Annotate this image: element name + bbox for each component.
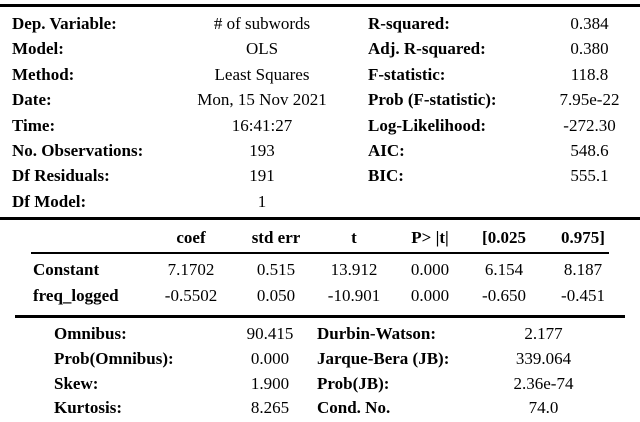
summary-label: Adj. R-squared: [368, 39, 486, 59]
summary-value: Mon, 15 Nov 2021 [197, 90, 327, 110]
summary-label: No. Observations: [12, 141, 144, 161]
summary-value: 193 [249, 141, 275, 161]
coef-row-name: freq_logged [33, 286, 119, 306]
summary-label: Df Model: [12, 191, 87, 211]
diagnostic-label: Prob(Omnibus): [54, 348, 174, 368]
summary-label: Time: [12, 115, 56, 135]
diagnostic-value: 0.000 [250, 348, 290, 368]
diagnostic-label: Jarque-Bera (JB): [317, 348, 450, 368]
diagnostic-label: Kurtosis: [54, 398, 122, 418]
coef-header-t: t [351, 228, 357, 248]
summary-value [527, 189, 628, 214]
diagnostic-value: 1.900 [250, 373, 290, 393]
diagnostic-value: 74.0 [528, 398, 559, 418]
diagnostic-value: 2.177 [524, 324, 563, 344]
summary-label: R-squared: [368, 14, 450, 33]
diagnostic-value: 8.265 [250, 398, 290, 418]
summary-value: 7.95e-22 [559, 90, 620, 110]
diagnostic-label: Skew: [54, 373, 99, 393]
std-err-value: 0.515 [256, 260, 296, 280]
summary-value: OLS [245, 39, 279, 59]
summary-label: Df Residuals: [12, 166, 110, 186]
summary-value: 16:41:27 [231, 115, 293, 135]
summary-value: 555.1 [570, 166, 609, 186]
summary-value: 0.380 [570, 39, 609, 59]
t-value: -10.901 [327, 286, 381, 306]
summary-bottom-rule [0, 217, 640, 221]
table-row: Constant 7.1702 0.515 13.912 0.000 6.154… [15, 257, 625, 283]
coef-header-blank [15, 227, 145, 248]
coefficients-bottom-rule [15, 315, 625, 319]
table-row: freq_logged -0.5502 0.050 -10.901 0.000 … [15, 283, 625, 309]
coefficients-section: coef std err t P> |t| [0.025 0.975] Cons… [15, 220, 625, 319]
std-err-value: 0.050 [256, 286, 296, 306]
coefficients-header-row: coef std err t P> |t| [0.025 0.975] [15, 220, 625, 252]
diagnostics-section: Omnibus: 90.415 Durbin-Watson: 2.177 Pro… [50, 318, 587, 422]
coef-value: 7.1702 [167, 260, 215, 280]
summary-label: F-statistic: [368, 64, 446, 84]
diagnostic-label: Cond. No. [317, 398, 391, 418]
coef-header-p: P> |t| [411, 228, 449, 248]
coef-header-std-err: std err [251, 228, 301, 248]
summary-label [362, 189, 527, 214]
summary-label: AIC: [368, 141, 405, 161]
header-underline-rule [31, 252, 609, 255]
summary-value: # of subwords [213, 14, 311, 33]
summary-value: 548.6 [570, 141, 609, 161]
summary-value: Least Squares [214, 64, 310, 84]
diagnostic-value: 90.415 [246, 324, 294, 344]
coefficients-body: Constant 7.1702 0.515 13.912 0.000 6.154… [15, 254, 625, 315]
coef-header-ci-low: [0.025 [482, 228, 526, 248]
summary-value: 118.8 [570, 64, 609, 84]
summary-value: 1 [257, 191, 267, 211]
t-value: 13.912 [330, 260, 378, 280]
coef-value: -0.5502 [164, 286, 218, 306]
summary-label: BIC: [368, 166, 404, 186]
coef-row-name: Constant [33, 260, 100, 280]
p-value: 0.000 [410, 286, 450, 306]
ci-high-value: -0.451 [561, 286, 605, 306]
summary-label: Method: [12, 64, 75, 84]
model-summary-section: Dep. Variable: # of subwords R-squared: … [0, 7, 640, 217]
summary-value: 0.384 [570, 14, 609, 33]
ci-high-value: 8.187 [563, 260, 603, 280]
coef-header-coef: coef [176, 228, 206, 248]
coef-header-ci-high: 0.975] [561, 228, 605, 248]
summary-value: 191 [249, 166, 275, 186]
summary-label: Dep. Variable: [12, 14, 117, 33]
diagnostic-label: Durbin-Watson: [317, 324, 437, 344]
summary-value: -272.30 [563, 115, 616, 135]
summary-label: Log-Likelihood: [368, 115, 487, 135]
summary-label: Prob (F-statistic): [368, 90, 497, 110]
ci-low-value: -0.650 [482, 286, 526, 306]
top-rule [0, 4, 640, 7]
p-value: 0.000 [410, 260, 450, 280]
diagnostic-value: 2.36e-74 [513, 373, 574, 393]
ci-low-value: 6.154 [484, 260, 524, 280]
summary-label: Date: [12, 90, 52, 110]
summary-label: Model: [12, 39, 64, 59]
diagnostic-label: Prob(JB): [317, 373, 390, 393]
diagnostic-label: Omnibus: [54, 324, 127, 344]
diagnostic-value: 339.064 [515, 348, 572, 368]
